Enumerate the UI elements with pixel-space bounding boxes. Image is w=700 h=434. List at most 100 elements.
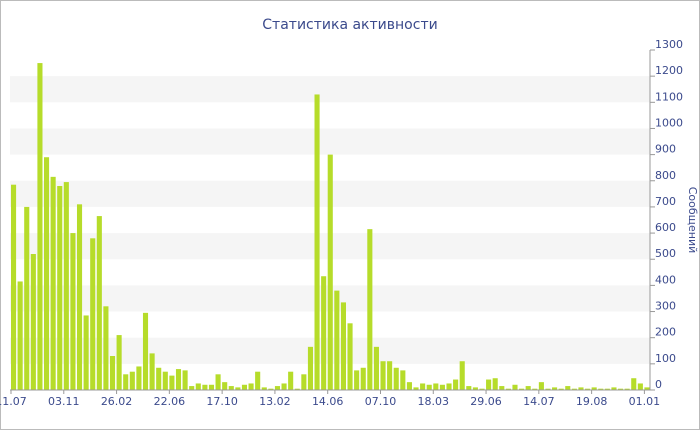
bar [591,387,597,390]
bar [281,383,287,390]
x-tick-label: 26.02 [101,395,133,408]
bar [228,386,234,390]
bar [340,302,346,390]
bar [156,367,162,390]
bar [241,384,248,390]
x-tick-label: 14.07 [523,395,555,408]
bar [446,383,452,390]
x-tick-label: 11.07 [0,395,27,408]
bar [109,356,116,390]
bar [400,370,406,390]
bar [169,375,175,390]
y-tick-label: 1100 [655,90,683,103]
bar [558,388,564,390]
bar [248,383,254,390]
bar [149,353,155,390]
bar [519,388,525,390]
x-tick-label: 13.02 [259,395,291,408]
bar [274,386,281,390]
y-tick-label: 500 [655,247,676,260]
y-tick-label: 100 [655,352,676,365]
grid-band [10,76,650,103]
bar [637,383,643,390]
bar [195,383,201,390]
x-tick-label: 14.06 [312,395,344,408]
bar [525,386,531,390]
y-tick-label: 300 [655,300,676,313]
x-tick-label: 18.03 [418,395,450,408]
bar [11,184,17,390]
bar [83,315,89,390]
bar [611,387,617,390]
bar [426,384,432,390]
x-tick-label: 22.06 [154,395,186,408]
bar [307,346,314,390]
bar [380,361,386,390]
bar [136,366,142,390]
x-tick-label: 29.06 [470,395,502,408]
y-tick-label: 700 [655,195,676,208]
bar [413,387,419,390]
bar [189,386,195,390]
bar [235,387,241,390]
bar [50,176,56,390]
bar [466,386,472,390]
bar [208,384,215,390]
bar [142,312,149,390]
bar [327,154,333,390]
bar [571,388,577,390]
y-tick-label: 1300 [655,38,683,51]
bar [288,371,294,390]
bar [103,306,109,390]
y-tick-label: 900 [655,143,676,156]
bar [433,383,439,390]
bar [43,157,50,390]
bar [479,388,485,390]
bar [486,379,492,390]
bar [360,367,366,390]
bar [182,370,188,390]
bar [76,204,83,390]
bar [565,386,571,390]
bar [624,388,630,390]
y-tick-label: 400 [655,273,676,286]
bar [37,63,43,390]
bar [472,387,478,390]
bar [334,290,340,390]
bar [129,371,135,390]
bar [314,94,320,390]
bar [631,378,637,390]
bar [578,387,584,390]
bar [532,388,538,390]
bar [57,186,63,390]
bar [70,233,76,390]
bar [598,388,604,390]
bar [90,238,96,390]
x-tick-label: 01.01 [629,395,661,408]
bar [63,182,69,390]
bar [96,216,102,390]
bar [585,388,591,390]
bar [538,382,544,390]
bar [268,388,274,390]
bar [492,378,498,390]
bar [373,346,379,390]
grid-band [10,128,650,155]
bar [294,388,300,390]
bar [354,370,360,390]
bar [459,361,465,390]
bar [393,367,399,390]
x-tick-label: 19.08 [576,395,608,408]
bar [30,254,36,390]
bar [116,335,122,390]
bar [512,384,518,390]
bar [644,387,650,390]
bar [321,276,327,390]
bar [175,369,182,390]
bar [347,323,353,390]
chart-title: Статистика активности [262,17,437,33]
bar [255,371,261,390]
bar [17,281,23,390]
bar [420,383,426,390]
